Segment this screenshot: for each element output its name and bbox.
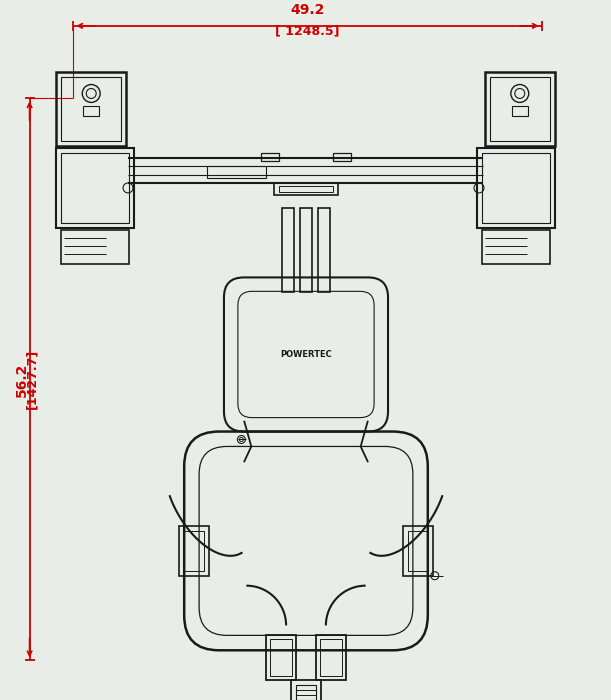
Bar (61, 153, 129, 223)
Bar (296, 685, 316, 700)
Bar (266, 636, 296, 680)
Bar (318, 208, 330, 293)
Bar (179, 526, 209, 575)
Bar (512, 106, 528, 116)
Text: 56.2: 56.2 (15, 362, 29, 396)
Bar (262, 153, 279, 161)
Text: POWERTEC: POWERTEC (280, 350, 332, 359)
Bar (56, 71, 126, 146)
Bar (482, 230, 550, 265)
Bar (477, 148, 555, 228)
Bar (300, 208, 312, 293)
Bar (490, 76, 550, 141)
Bar (291, 680, 321, 700)
Bar (184, 531, 204, 570)
Text: [1427.7]: [1427.7] (25, 349, 38, 410)
Text: 49.2: 49.2 (290, 3, 324, 17)
Bar (408, 531, 428, 570)
Bar (56, 148, 134, 228)
Text: [ 1248.5]: [ 1248.5] (275, 25, 340, 38)
Bar (320, 639, 342, 676)
Bar (485, 71, 555, 146)
Bar (274, 183, 338, 195)
Bar (282, 208, 294, 293)
Bar (83, 106, 99, 116)
Bar (403, 526, 433, 575)
Bar (316, 636, 346, 680)
Bar (61, 76, 121, 141)
Bar (207, 166, 266, 178)
Bar (61, 230, 129, 265)
Bar (279, 186, 334, 192)
Bar (270, 639, 292, 676)
Bar (482, 153, 550, 223)
Bar (333, 153, 351, 161)
